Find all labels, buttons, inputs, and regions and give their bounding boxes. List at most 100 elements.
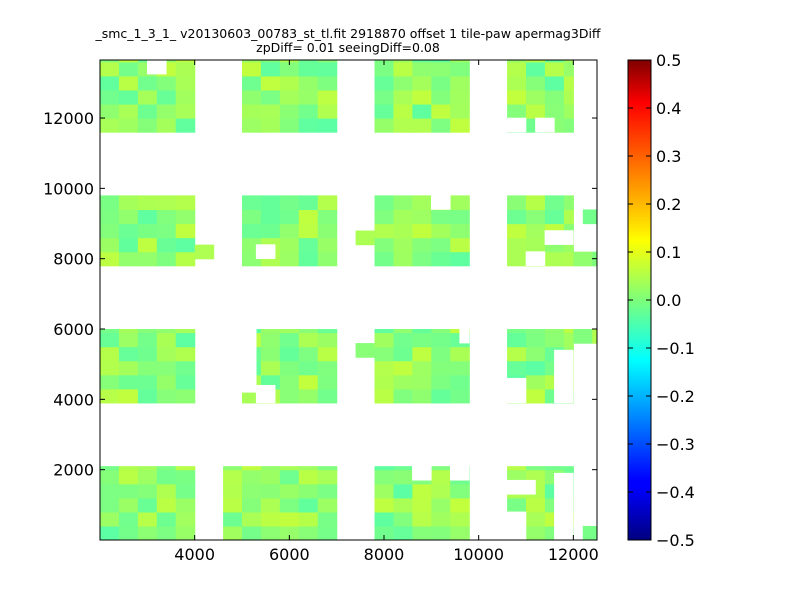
heatmap-cell — [137, 525, 158, 540]
heatmap-cell — [100, 209, 120, 225]
heatmap-cell — [563, 332, 574, 348]
heatmap-cell — [507, 60, 527, 63]
heatmap-cell — [156, 525, 177, 540]
heatmap-cell — [242, 60, 262, 63]
heatmap-cell — [118, 118, 139, 133]
heatmap-cell — [450, 346, 470, 362]
heatmap-cell — [260, 469, 281, 485]
heatmap-cell — [279, 466, 300, 471]
heatmap-cell — [393, 103, 413, 119]
heatmap-cell — [279, 483, 300, 499]
colorbar-tick-label: −0.3 — [656, 435, 695, 454]
heatmap-cell — [393, 483, 413, 499]
heatmap-cell — [242, 103, 262, 119]
heatmap-cell — [412, 103, 432, 119]
heatmap-cell — [100, 360, 120, 376]
heatmap-cell — [450, 360, 470, 376]
empty-region — [255, 244, 276, 259]
heatmap-cell — [412, 209, 432, 225]
heatmap-cell — [118, 209, 139, 225]
heatmap-cell — [317, 497, 338, 513]
heatmap-cell — [450, 525, 470, 540]
heatmap-cell — [137, 497, 158, 513]
heatmap-cell — [223, 483, 243, 499]
heatmap-cell — [450, 251, 470, 267]
heatmap-cell — [431, 118, 451, 133]
heatmap-cell — [317, 374, 338, 390]
heatmap-cell — [137, 237, 158, 253]
heatmap-cell — [431, 329, 451, 334]
heatmap-cell — [507, 75, 527, 91]
heatmap-cell — [118, 195, 139, 211]
heatmap-cell — [298, 360, 319, 376]
heatmap-cell — [242, 497, 262, 513]
heatmap-cell — [175, 103, 196, 119]
heatmap-cell — [507, 89, 527, 105]
heatmap-cell — [156, 237, 177, 253]
colorbar-tick-label: −0.2 — [656, 387, 695, 406]
heatmap-cell — [175, 118, 196, 133]
chart-title-line-2: zpDiff= 0.01 seeingDiff=0.08 — [256, 40, 440, 55]
heatmap-cell — [412, 374, 432, 390]
heatmap-cell — [393, 60, 413, 63]
heatmap-cell — [137, 75, 158, 91]
heatmap-cell — [100, 237, 120, 253]
heatmap-cell — [393, 332, 413, 348]
heatmap-cell — [374, 388, 395, 404]
heatmap-cell — [298, 251, 319, 267]
empty-region — [412, 465, 432, 481]
heatmap-cell — [279, 388, 300, 404]
y-tick-label: 6000 — [53, 320, 94, 339]
heatmap-cell — [298, 374, 319, 390]
heatmap-cell — [507, 61, 527, 77]
empty-region — [506, 377, 527, 404]
heatmap-cell — [374, 374, 395, 390]
heatmap-cell — [450, 118, 470, 133]
heatmap-cell — [260, 209, 281, 225]
heatmap-cell — [137, 360, 158, 376]
heatmap-cell — [450, 483, 470, 499]
colorbar-tick-label: −0.4 — [656, 483, 695, 502]
heatmap-cell — [298, 237, 319, 253]
heatmap-cell — [431, 237, 451, 253]
colorbar-tick-label: −0.1 — [656, 339, 695, 358]
heatmap-cell — [507, 103, 527, 119]
heatmap-cell — [242, 75, 262, 91]
heatmap-cell — [563, 60, 574, 63]
heatmap-cell — [544, 332, 565, 348]
heatmap-cell — [279, 374, 300, 390]
heatmap-cell — [507, 223, 527, 239]
empty-region — [255, 384, 276, 404]
heatmap-cell — [137, 374, 158, 390]
heatmap-cell — [393, 497, 413, 513]
heatmap-cell — [544, 329, 565, 334]
heatmap-cell — [431, 525, 451, 540]
heatmap-cell — [137, 346, 158, 362]
heatmap-cell — [118, 251, 139, 267]
heatmap-cell — [526, 346, 546, 362]
heatmap-cell — [137, 223, 158, 239]
heatmap-cell — [374, 483, 395, 499]
heatmap-cell — [526, 511, 546, 527]
heatmap-cell — [544, 103, 565, 119]
heatmap-cell — [175, 195, 196, 211]
heatmap-cell — [175, 511, 196, 527]
colorbar-tick-label: 0.1 — [656, 243, 681, 262]
heatmap-cell — [431, 374, 451, 390]
heatmap-cell — [431, 103, 451, 119]
heatmap-cell — [118, 483, 139, 499]
heatmap-cell — [355, 230, 376, 246]
heatmap-cell — [175, 61, 196, 77]
heatmap-cell — [223, 469, 243, 485]
heatmap-cell — [260, 103, 281, 119]
heatmap-cell — [279, 118, 300, 133]
heatmap-cell — [317, 329, 338, 334]
heatmap-cell — [431, 497, 451, 513]
heatmap-cell — [393, 209, 413, 225]
heatmap-cell — [298, 103, 319, 119]
empty-region — [459, 328, 470, 344]
heatmap-cell — [279, 360, 300, 376]
heatmap-cell — [544, 75, 565, 91]
heatmap-cell — [355, 343, 376, 358]
heatmap-cell — [260, 466, 281, 471]
